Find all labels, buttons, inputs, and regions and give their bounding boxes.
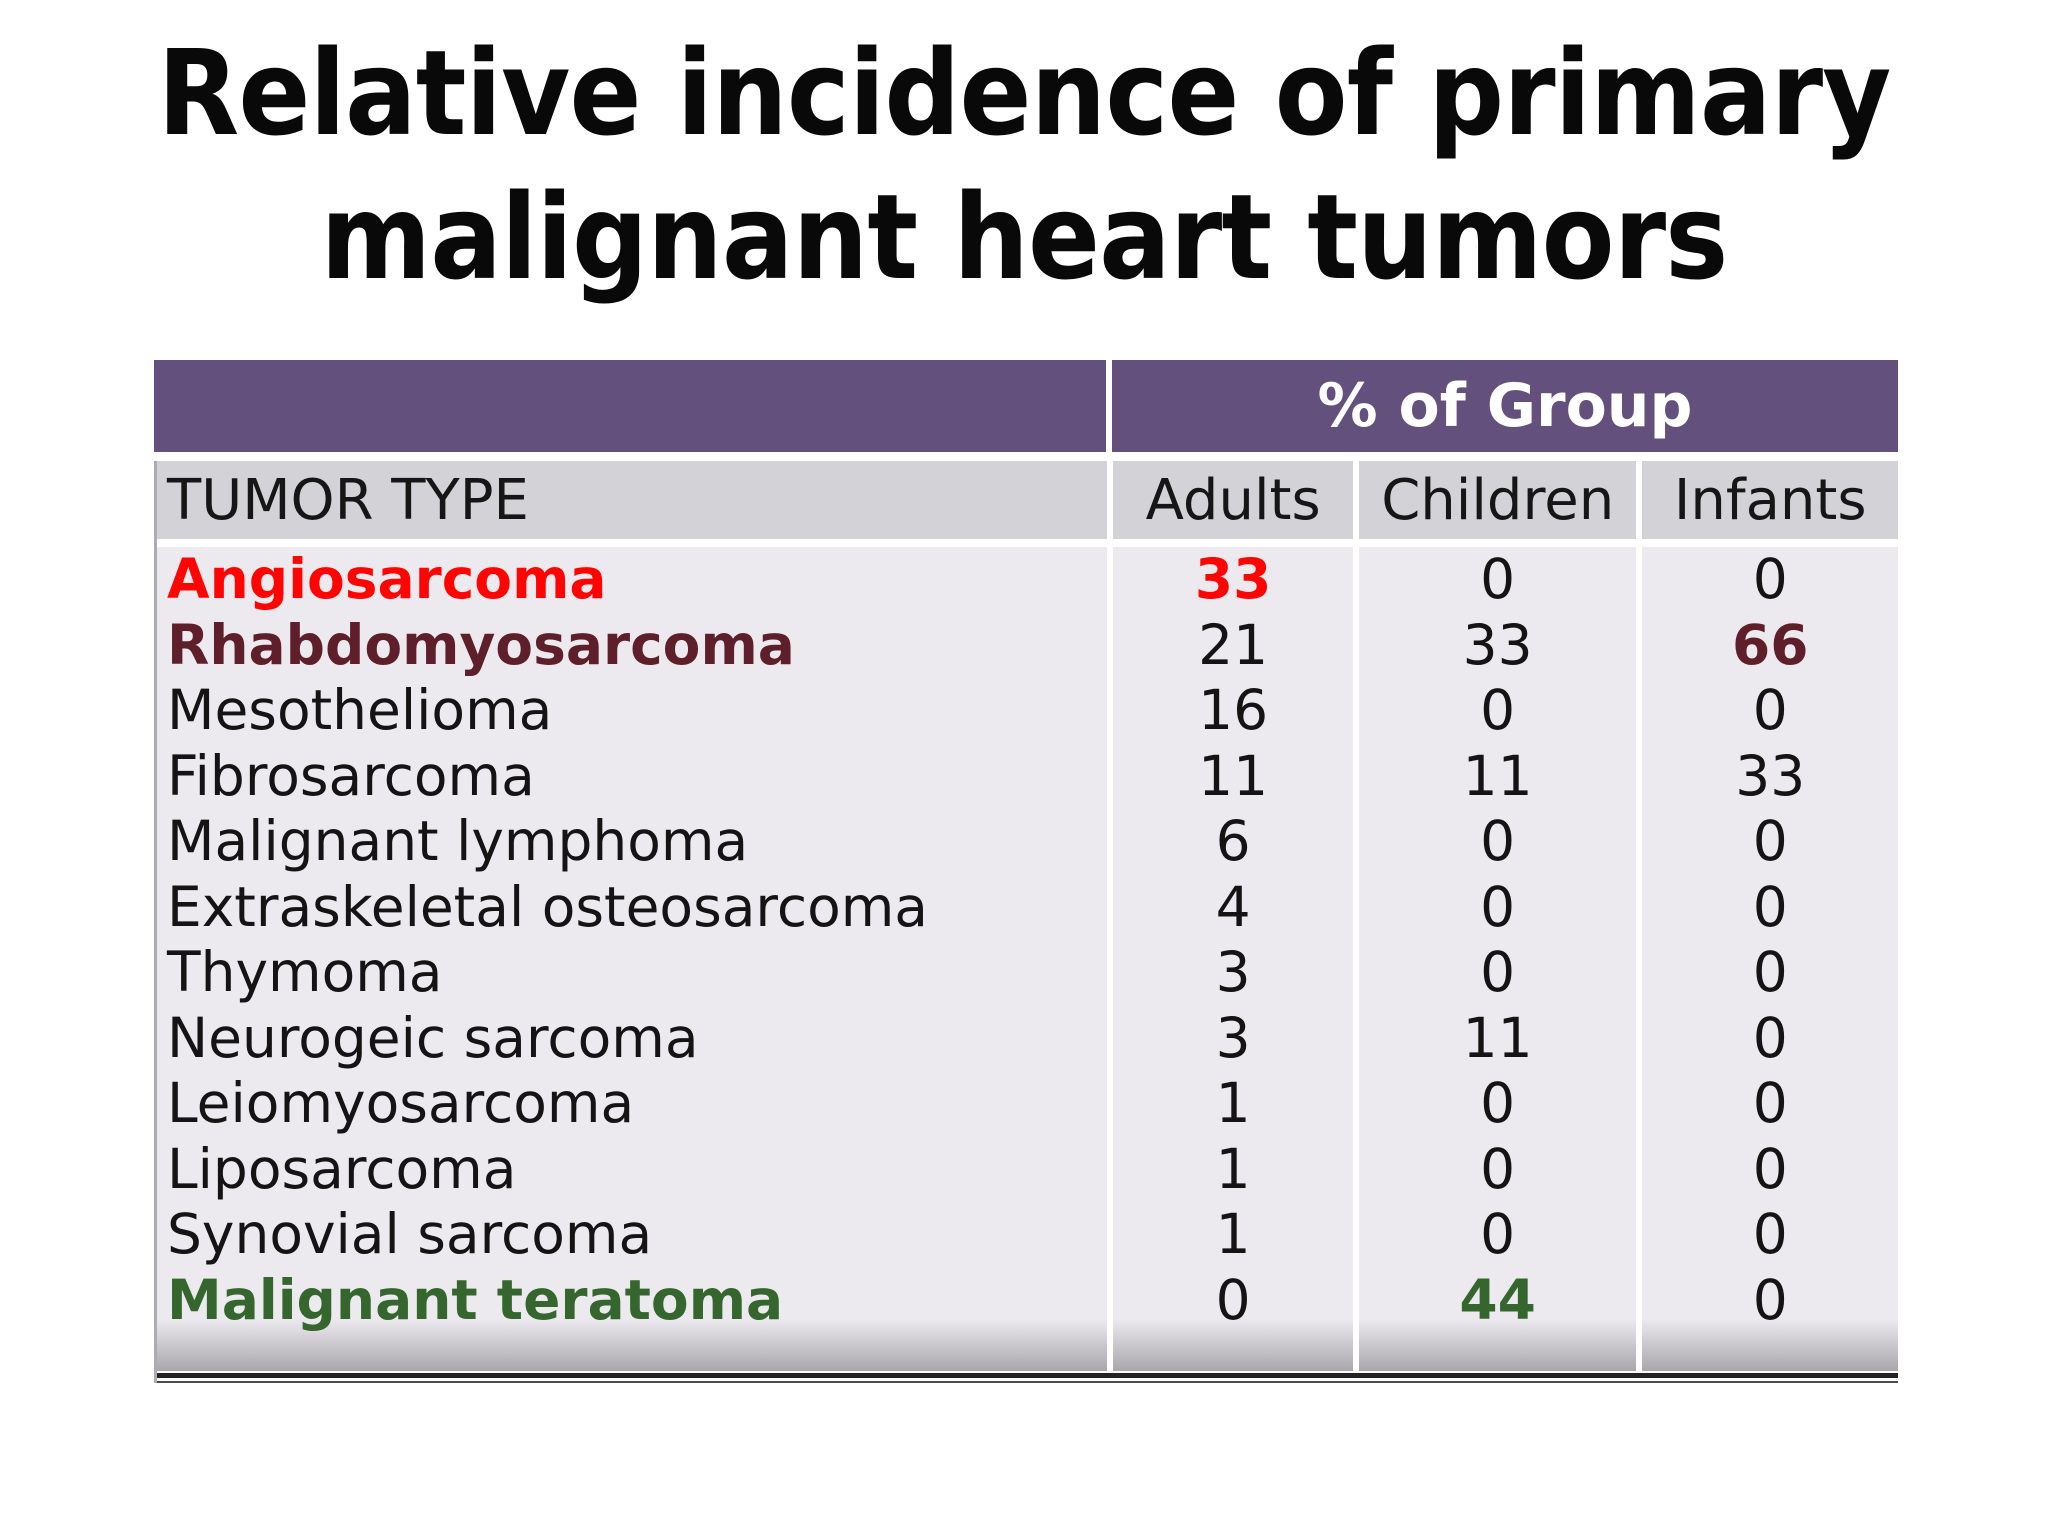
tumor-type-cell: Leiomyosarcoma bbox=[167, 1071, 635, 1135]
table-column-children: 0 33 0 11 0 0 0 11 0 0 0 44 bbox=[1358, 547, 1637, 1371]
adults-value-cell: 11 bbox=[1198, 743, 1269, 808]
adults-value-cell: 1 bbox=[1215, 1202, 1251, 1266]
table-bottom-border-dark-line bbox=[157, 1373, 1898, 1378]
tumor-type-cell: Malignant teratoma bbox=[167, 1267, 784, 1332]
column-header-tumor-type: TUMOR TYPE bbox=[157, 461, 1108, 539]
tumor-type-cell: Fibrosarcoma bbox=[167, 743, 535, 808]
infants-value-cell: 0 bbox=[1752, 1267, 1788, 1332]
tumor-type-cell: Synovial sarcoma bbox=[167, 1202, 653, 1266]
adults-value-cell: 1 bbox=[1215, 1071, 1251, 1135]
table-bottom-border-thin-line bbox=[157, 1381, 1898, 1383]
children-value-cell: 0 bbox=[1480, 874, 1516, 939]
adults-value-cell: 6 bbox=[1215, 809, 1251, 873]
tumor-type-cell: Angiosarcoma bbox=[167, 547, 607, 611]
slide-title: Relative incidence of primary malignant … bbox=[102, 22, 1945, 310]
tumor-incidence-table: % of Group TUMOR TYPE Adults Children In… bbox=[154, 360, 1898, 1383]
children-value-cell: 11 bbox=[1462, 1005, 1533, 1070]
tumor-type-cell: Thymoma bbox=[167, 940, 443, 1004]
children-value-cell: 0 bbox=[1480, 1202, 1516, 1266]
group-header-spacer bbox=[154, 360, 1106, 452]
tumor-type-cell: Extraskeletal osteosarcoma bbox=[167, 874, 929, 939]
table-body: Angiosarcoma Rhabdomyosarcoma Mesothelioma… bbox=[157, 547, 1898, 1371]
children-value-cell: 0 bbox=[1480, 1071, 1516, 1135]
infants-value-cell: 0 bbox=[1752, 1202, 1788, 1266]
table-group-header-row: % of Group bbox=[154, 360, 1898, 452]
column-header-children: Children bbox=[1358, 461, 1637, 539]
tumor-type-cell: Rhabdomyosarcoma bbox=[167, 612, 795, 677]
infants-value-cell: 33 bbox=[1735, 743, 1806, 808]
infants-value-cell: 0 bbox=[1752, 809, 1788, 873]
children-value-cell: 44 bbox=[1459, 1267, 1536, 1332]
slide-title-line2: malignant heart tumors bbox=[320, 167, 1729, 306]
adults-value-cell: 3 bbox=[1215, 1005, 1251, 1070]
tumor-type-cell: Neurogeic sarcoma bbox=[167, 1005, 699, 1070]
adults-value-cell: 0 bbox=[1215, 1267, 1251, 1332]
adults-value-cell: 1 bbox=[1215, 1136, 1251, 1201]
adults-value-cell: 4 bbox=[1215, 874, 1251, 939]
infants-value-cell: 0 bbox=[1752, 1071, 1788, 1135]
table-column-infants: 0 66 0 33 0 0 0 0 0 0 0 0 bbox=[1642, 547, 1898, 1371]
table-column-tumor-type: Angiosarcoma Rhabdomyosarcoma Mesothelioma… bbox=[157, 547, 1108, 1371]
table-lower-block: TUMOR TYPE Adults Children Infants Angio… bbox=[154, 461, 1898, 1383]
children-value-cell: 33 bbox=[1462, 612, 1533, 677]
infants-value-cell: 66 bbox=[1731, 612, 1809, 677]
tumor-type-cell: Mesothelioma bbox=[167, 678, 553, 742]
infants-value-cell: 0 bbox=[1752, 1005, 1788, 1070]
children-value-cell: 0 bbox=[1480, 547, 1516, 611]
tumor-type-cell: Liposarcoma bbox=[167, 1136, 517, 1201]
table-bottom-border-gap bbox=[157, 1378, 1898, 1381]
group-header-label: % of Group bbox=[1112, 360, 1898, 452]
children-value-cell: 0 bbox=[1480, 1136, 1516, 1201]
infants-value-cell: 0 bbox=[1752, 874, 1788, 939]
column-header-infants: Infants bbox=[1642, 461, 1898, 539]
tumor-type-cell: Malignant lymphoma bbox=[167, 809, 749, 873]
children-value-cell: 0 bbox=[1480, 809, 1516, 873]
adults-value-cell: 21 bbox=[1198, 612, 1269, 677]
infants-value-cell: 0 bbox=[1752, 1136, 1788, 1201]
infants-value-cell: 0 bbox=[1752, 547, 1788, 611]
column-header-adults: Adults bbox=[1113, 461, 1353, 539]
adults-value-cell: 3 bbox=[1215, 940, 1251, 1004]
infants-value-cell: 0 bbox=[1752, 940, 1788, 1004]
table-column-header-row: TUMOR TYPE Adults Children Infants bbox=[157, 461, 1898, 539]
adults-value-cell: 16 bbox=[1198, 678, 1269, 742]
table-bottom-border bbox=[157, 1373, 1898, 1383]
children-value-cell: 0 bbox=[1480, 940, 1516, 1004]
slide-title-line1: Relative incidence of primary bbox=[157, 24, 1891, 162]
adults-value-cell: 33 bbox=[1194, 547, 1272, 611]
table-column-adults: 33 21 16 11 6 4 3 3 1 1 1 0 bbox=[1113, 547, 1353, 1371]
infants-value-cell: 0 bbox=[1752, 678, 1788, 742]
children-value-cell: 0 bbox=[1480, 678, 1516, 742]
children-value-cell: 11 bbox=[1462, 743, 1533, 808]
